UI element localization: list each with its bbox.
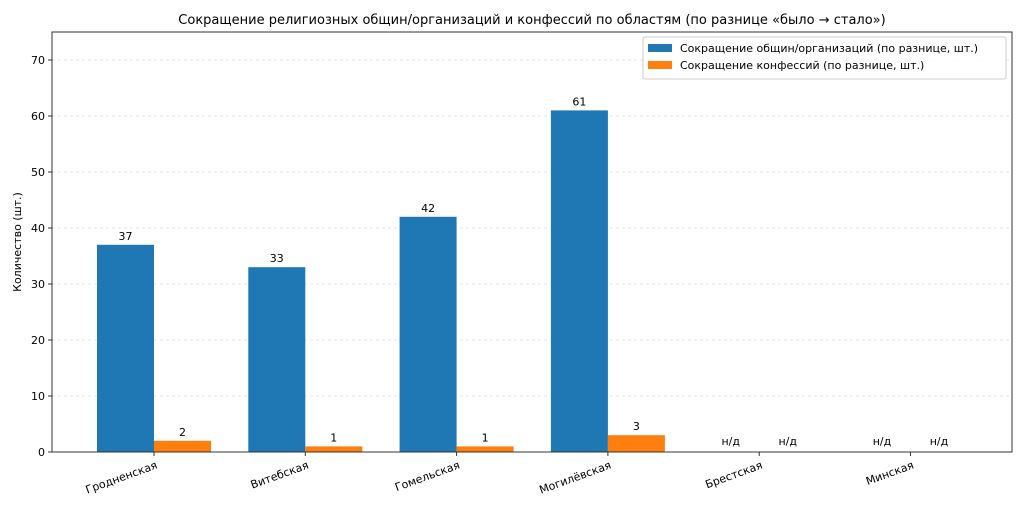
bar bbox=[456, 446, 514, 452]
bar bbox=[550, 110, 608, 453]
y-tick-label: 20 bbox=[31, 334, 45, 347]
x-tick-label: Могилёвская bbox=[538, 459, 613, 497]
x-tick-label: Брестская bbox=[704, 459, 765, 492]
legend-label: Сокращение общин/организаций (по разнице… bbox=[680, 42, 978, 55]
bar bbox=[305, 446, 363, 452]
legend-swatch bbox=[648, 61, 672, 69]
data-label: 3 bbox=[633, 420, 640, 433]
y-tick-label: 10 bbox=[31, 390, 45, 403]
x-tick-label: Гродненская bbox=[84, 459, 159, 497]
data-label: 42 bbox=[421, 202, 435, 215]
missing-label: н/д bbox=[778, 435, 797, 448]
legend: Сокращение общин/организаций (по разнице… bbox=[642, 36, 1007, 80]
data-label: 2 bbox=[179, 426, 186, 439]
missing-label: н/д bbox=[873, 435, 892, 448]
y-axis-label: Количество (шт.) bbox=[11, 192, 24, 292]
y-tick-label: 30 bbox=[31, 278, 45, 291]
y-tick-label: 60 bbox=[31, 110, 45, 123]
data-label: 33 bbox=[270, 252, 284, 265]
x-tick-label: Минская bbox=[864, 459, 915, 488]
x-tick-label: Витебская bbox=[249, 459, 311, 492]
chart-title: Сокращение религиозных общин/организаций… bbox=[178, 13, 885, 28]
missing-label: н/д bbox=[930, 435, 949, 448]
bar bbox=[154, 440, 211, 452]
missing-label: н/д bbox=[721, 435, 740, 448]
data-label: 61 bbox=[572, 95, 586, 108]
y-tick-label: 40 bbox=[31, 222, 45, 235]
legend-label: Сокращение конфессий (по разнице, шт.) bbox=[680, 59, 924, 72]
y-tick-label: 0 bbox=[38, 446, 45, 459]
legend-swatch bbox=[648, 44, 672, 52]
y-tick-label: 70 bbox=[31, 54, 45, 67]
bar bbox=[607, 435, 665, 452]
plot-frame bbox=[51, 31, 1013, 453]
bar bbox=[399, 216, 457, 452]
data-label: 1 bbox=[482, 431, 489, 444]
data-label: 37 bbox=[119, 230, 133, 243]
data-label: 1 bbox=[330, 431, 337, 444]
legend-box bbox=[642, 36, 1007, 80]
bar bbox=[248, 267, 306, 452]
x-tick-label: Гомельская bbox=[393, 459, 461, 495]
y-tick-label: 50 bbox=[31, 166, 45, 179]
bar bbox=[97, 244, 154, 452]
